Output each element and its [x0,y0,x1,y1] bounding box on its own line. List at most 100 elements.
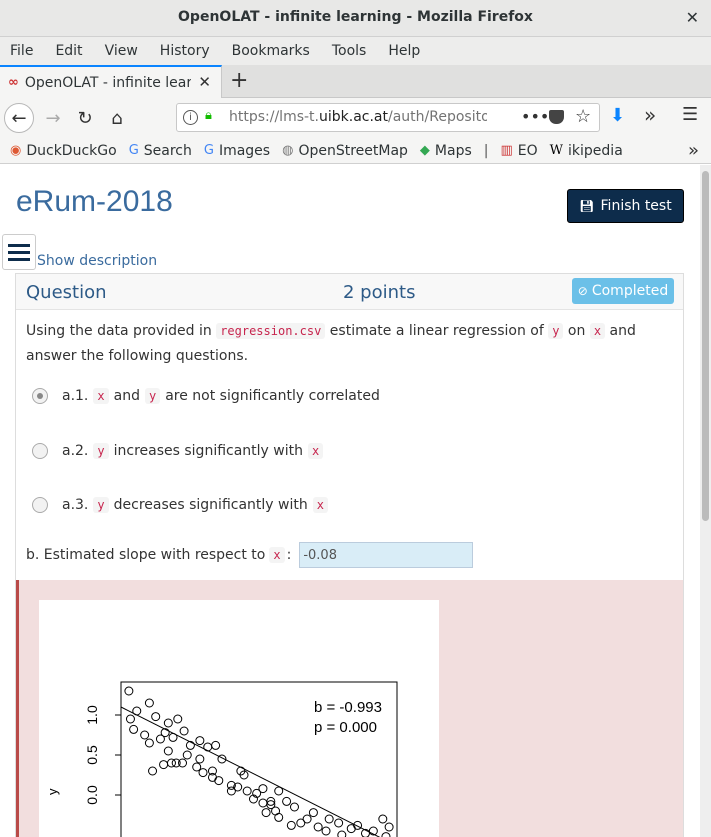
scatter-point [159,760,169,770]
home-icon[interactable]: ⌂ [111,107,123,129]
scatter-point [155,734,165,744]
bookmark-maps[interactable]: ◆ Maps [419,142,472,159]
bookmark-eo[interactable]: ▥ EO [500,142,538,159]
scatter-point [337,830,347,837]
feedback-panel: y b = -0.993 p = 0.000 1.0 0.5 0.0 [16,580,683,837]
scatter-point [266,796,276,806]
scatter-point [266,800,276,810]
lock-icon: 🔒︎ [205,108,212,123]
bookmark-separator: | [483,142,489,159]
menu-tools[interactable]: Tools [331,43,367,59]
scrollbar-thumb[interactable] [702,171,709,521]
scatter-point [296,818,306,828]
scatter-point [384,822,394,832]
page-actions-icon[interactable]: ••• [521,107,550,126]
duckduckgo-icon: ◉ [10,143,22,158]
scatter-point [360,828,370,837]
scatter-point [192,762,202,772]
hamburger-menu-icon[interactable]: ☰ [682,104,699,125]
scatter-point [144,698,154,708]
scatter-point [302,814,312,824]
answer-option-a3[interactable]: a.3. y decreases significantly with x [32,497,328,513]
scatter-point [182,750,192,760]
question-header: Question 2 points ⊘ Completed [16,274,683,310]
scatter-point [129,724,139,734]
bookmark-images[interactable]: G Images [203,142,271,159]
scatter-point [286,820,296,830]
bookmark-openstreetmap[interactable]: ◍ OpenStreetMap [282,142,408,159]
forward-button-icon[interactable]: → [45,107,61,129]
question-points: 2 points [343,282,416,303]
menu-help[interactable]: Help [388,43,421,59]
download-icon[interactable]: ⬇ [610,105,626,126]
menu-bar: File Edit View History Bookmarks Tools H… [0,37,711,65]
openolat-favicon-icon: ∞ [8,75,19,90]
menu-history[interactable]: History [159,43,210,59]
scatter-point [160,728,170,738]
scatter-point [163,746,173,756]
bookmarks-bar: ◉ DuckDuckGo G Search G Images ◍ OpenStreetM… [0,138,711,164]
completed-icon: ⊘ [577,284,588,298]
finish-test-button[interactable]: 💾︎ Finish test [567,189,684,223]
menu-file[interactable]: File [10,43,34,59]
page-content: eRum-2018 💾︎ Finish test Show descriptio… [0,165,700,837]
menu-bookmarks[interactable]: Bookmarks [231,43,310,59]
question-title: Question [26,282,107,303]
scatter-point [324,814,334,824]
scatter-point [289,802,299,812]
slope-row: b. Estimated slope with respect to x : -… [26,542,474,568]
status-badge: ⊘ Completed [572,278,674,304]
scatter-point [313,822,323,832]
bookmark-search[interactable]: G Search [128,142,192,159]
y-axis-label: y [45,788,60,795]
menu-view[interactable]: View [104,43,138,59]
y-tick-label: 0.0 [84,785,100,805]
radio-a1[interactable] [32,388,48,404]
pocket-icon[interactable] [549,110,564,124]
tab-close-icon[interactable]: ✕ [198,73,211,91]
menu-edit[interactable]: Edit [55,43,83,59]
bookmark-duckduckgo[interactable]: ◉ DuckDuckGo [10,142,117,159]
menu-toggle-icon[interactable] [2,234,36,270]
scatter-point [248,794,258,804]
overflow-chevron-icon[interactable]: » [644,103,657,127]
scatter-point [321,826,331,836]
scatter-point [274,786,284,796]
scatter-point [173,714,183,724]
answer-option-a2[interactable]: a.2. y increases significantly with x [32,443,324,459]
tab-openolat[interactable]: ∞ OpenOLAT - infinite learni ✕ [0,65,222,98]
save-icon: 💾︎ [579,199,595,213]
maps-icon: ◆ [419,143,430,158]
url-text[interactable]: https://lms-t.uibk.ac.at/auth/Repository… [229,109,487,125]
scatter-point [214,776,224,786]
reload-icon[interactable]: ↻ [77,107,93,129]
url-bar[interactable]: i 🔒︎ https://lms-t.uibk.ac.at/auth/Repos… [176,103,600,132]
pvalue-annotation: p = 0.000 [314,719,377,736]
scatter-point [252,788,262,798]
scatter-point [334,818,344,828]
question-text: Using the data provided in regression.cs… [26,323,636,364]
scatter-point [151,712,161,722]
scatter-point [258,784,268,794]
question-panel: Question 2 points ⊘ Completed Using the d… [15,273,684,837]
window-close-icon[interactable]: ✕ [685,8,699,27]
scatter-point [233,782,243,792]
scatter-point [226,786,236,796]
eo-icon: ▥ [500,143,513,158]
new-tab-icon[interactable]: + [230,68,249,93]
page-scrollbar[interactable] [700,165,711,837]
scatter-point [148,766,158,776]
bookmark-star-icon[interactable]: ☆ [575,106,592,127]
answer-option-a1[interactable]: a.1. x and y are not significantly correlate… [32,388,380,404]
scatter-point [178,758,188,768]
back-button-icon[interactable]: ← [4,103,34,133]
scatter-point [239,770,249,780]
radio-a2[interactable] [32,443,48,459]
show-description-link[interactable]: Show description [37,253,158,269]
slope-input[interactable]: -0.08 [299,542,474,568]
radio-a3[interactable] [32,497,48,513]
bookmarks-overflow-icon[interactable]: » [687,140,699,161]
site-info-icon[interactable]: i [183,110,198,125]
wikipedia-icon: W [549,143,564,158]
